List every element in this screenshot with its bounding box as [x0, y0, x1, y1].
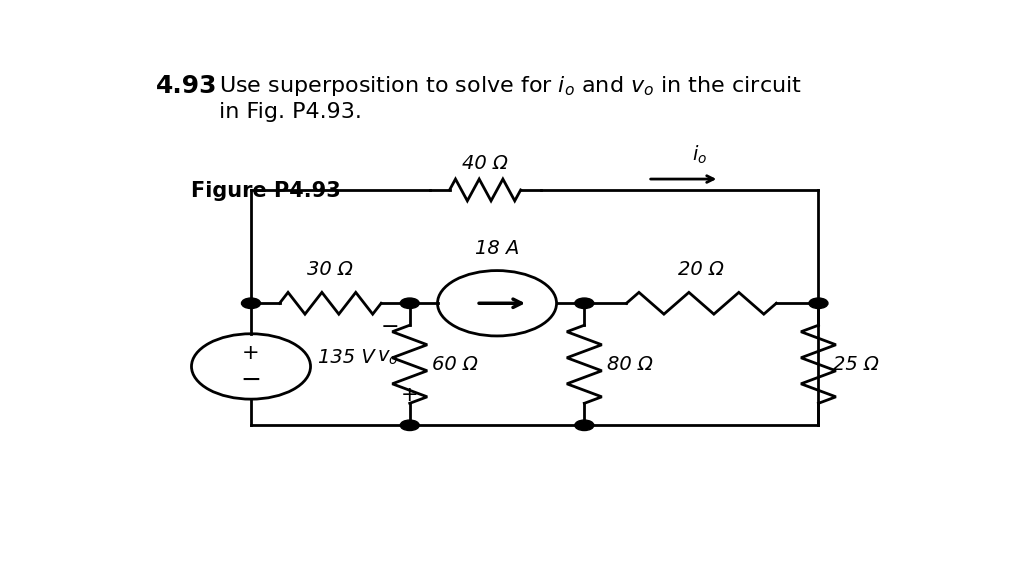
Text: Figure P4.93: Figure P4.93 [191, 181, 341, 201]
Text: 135 V: 135 V [318, 348, 375, 367]
Text: −: − [241, 368, 261, 392]
Text: 40 Ω: 40 Ω [462, 153, 508, 173]
Text: +: + [243, 343, 260, 363]
Text: 60 Ω: 60 Ω [432, 355, 478, 374]
Circle shape [400, 420, 419, 431]
Text: $v_o$: $v_o$ [377, 348, 397, 367]
Circle shape [809, 298, 828, 308]
Text: 25 Ω: 25 Ω [833, 355, 879, 374]
Text: $i_o$: $i_o$ [692, 144, 707, 166]
Text: 30 Ω: 30 Ω [307, 260, 353, 279]
Text: 4.93: 4.93 [156, 75, 217, 98]
Text: 80 Ω: 80 Ω [606, 355, 652, 374]
Text: Use superposition to solve for $i_o$ and $v_o$ in the circuit
in Fig. P4.93.: Use superposition to solve for $i_o$ and… [219, 75, 802, 122]
Text: +: + [401, 385, 419, 405]
Text: −: − [381, 317, 399, 337]
Circle shape [574, 420, 594, 431]
Circle shape [400, 298, 419, 308]
Circle shape [574, 298, 594, 308]
Circle shape [242, 298, 260, 308]
Text: 20 Ω: 20 Ω [679, 260, 724, 279]
Text: 18 A: 18 A [475, 238, 519, 258]
